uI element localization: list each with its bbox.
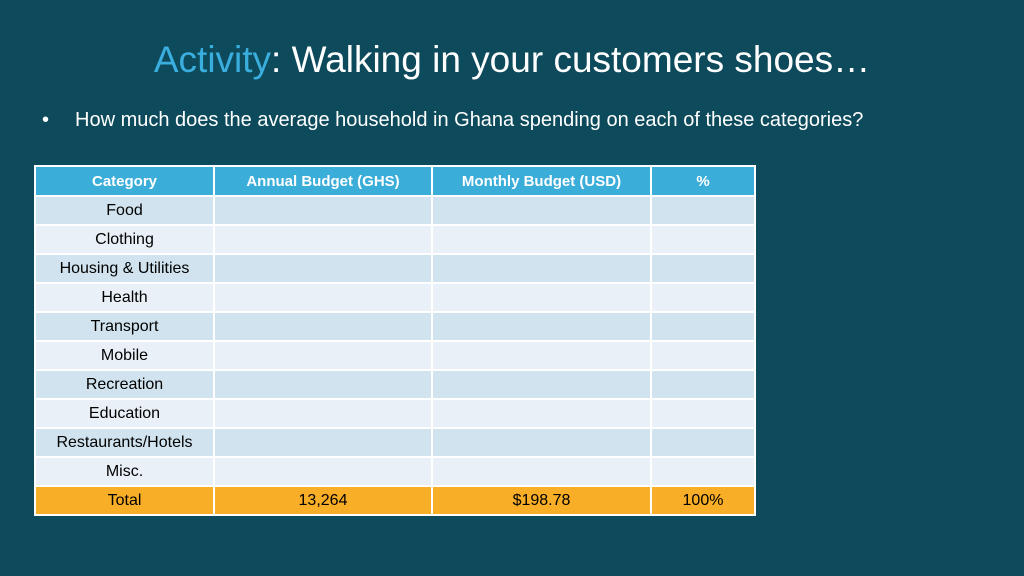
category-cell: Restaurants/Hotels: [34, 427, 215, 458]
category-cell: Clothing: [34, 224, 215, 255]
budget-table: Category Annual Budget (GHS) Monthly Bud…: [34, 165, 756, 516]
category-cell: Mobile: [34, 340, 215, 371]
table-row: Housing & Utilities: [34, 253, 756, 284]
table-row: Education: [34, 398, 756, 429]
annual-cell[interactable]: [213, 253, 433, 284]
header-monthly-budget: Monthly Budget (USD): [431, 165, 652, 197]
table-row: Food: [34, 195, 756, 226]
category-cell: Education: [34, 398, 215, 429]
category-cell: Housing & Utilities: [34, 253, 215, 284]
percent-cell[interactable]: [650, 311, 756, 342]
monthly-cell[interactable]: [431, 282, 652, 313]
annual-cell[interactable]: [213, 195, 433, 226]
bullet-dot: •: [42, 109, 50, 131]
percent-cell[interactable]: [650, 456, 756, 487]
percent-cell[interactable]: [650, 282, 756, 313]
annual-cell[interactable]: [213, 224, 433, 255]
monthly-cell[interactable]: [431, 369, 652, 400]
table-row: Mobile: [34, 340, 756, 371]
bullet-point: • How much does the average household in…: [42, 108, 863, 132]
annual-cell[interactable]: [213, 427, 433, 458]
title-rest: : Walking in your customers shoes…: [271, 39, 871, 80]
monthly-cell[interactable]: [431, 195, 652, 226]
percent-cell[interactable]: [650, 253, 756, 284]
header-category: Category: [34, 165, 215, 197]
table-row: Transport: [34, 311, 756, 342]
header-annual-budget: Annual Budget (GHS): [213, 165, 433, 197]
percent-cell[interactable]: [650, 224, 756, 255]
percent-cell[interactable]: [650, 340, 756, 371]
category-cell: Recreation: [34, 369, 215, 400]
monthly-cell[interactable]: [431, 311, 652, 342]
percent-cell[interactable]: [650, 369, 756, 400]
annual-cell[interactable]: [213, 311, 433, 342]
monthly-cell[interactable]: [431, 398, 652, 429]
total-percent: 100%: [650, 485, 756, 516]
annual-cell[interactable]: [213, 282, 433, 313]
annual-cell[interactable]: [213, 398, 433, 429]
monthly-cell[interactable]: [431, 253, 652, 284]
annual-cell[interactable]: [213, 340, 433, 371]
total-monthly: $198.78: [431, 485, 652, 516]
table-row: Restaurants/Hotels: [34, 427, 756, 458]
table-row: Recreation: [34, 369, 756, 400]
category-cell: Food: [34, 195, 215, 226]
category-cell: Health: [34, 282, 215, 313]
total-row: Total 13,264 $198.78 100%: [34, 485, 756, 516]
table-row: Clothing: [34, 224, 756, 255]
monthly-cell[interactable]: [431, 224, 652, 255]
monthly-cell[interactable]: [431, 427, 652, 458]
annual-cell[interactable]: [213, 456, 433, 487]
table-row: Health: [34, 282, 756, 313]
monthly-cell[interactable]: [431, 456, 652, 487]
percent-cell[interactable]: [650, 398, 756, 429]
slide-title: Activity: Walking in your customers shoe…: [0, 38, 1024, 82]
table-header-row: Category Annual Budget (GHS) Monthly Bud…: [34, 165, 756, 197]
total-label: Total: [34, 485, 215, 516]
table-row: Misc.: [34, 456, 756, 487]
monthly-cell[interactable]: [431, 340, 652, 371]
percent-cell[interactable]: [650, 427, 756, 458]
bullet-text: How much does the average household in G…: [75, 109, 864, 131]
title-accent: Activity: [153, 39, 272, 80]
category-cell: Misc.: [34, 456, 215, 487]
category-cell: Transport: [34, 311, 215, 342]
total-annual: 13,264: [213, 485, 433, 516]
header-percent: %: [650, 165, 756, 197]
annual-cell[interactable]: [213, 369, 433, 400]
percent-cell[interactable]: [650, 195, 756, 226]
